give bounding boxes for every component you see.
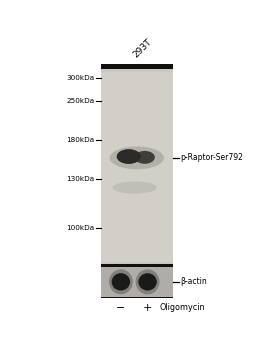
Ellipse shape <box>110 146 164 169</box>
Bar <box>100 265 173 267</box>
Ellipse shape <box>112 273 130 290</box>
Bar <box>100 297 173 298</box>
Text: Oligomycin: Oligomycin <box>160 303 205 313</box>
Bar <box>100 267 173 297</box>
Ellipse shape <box>113 181 157 194</box>
Text: 300kDa: 300kDa <box>67 75 95 82</box>
Text: β-actin: β-actin <box>180 277 207 286</box>
Ellipse shape <box>138 273 157 290</box>
Ellipse shape <box>136 270 160 294</box>
Text: p-Raptor-Ser792: p-Raptor-Ser792 <box>180 153 243 162</box>
Text: +: + <box>143 303 152 313</box>
Text: 180kDa: 180kDa <box>67 137 95 144</box>
Text: 100kDa: 100kDa <box>67 225 95 231</box>
Text: 250kDa: 250kDa <box>67 98 95 104</box>
Text: 130kDa: 130kDa <box>67 176 95 182</box>
Text: −: − <box>116 303 126 313</box>
Ellipse shape <box>135 151 155 164</box>
Ellipse shape <box>109 270 133 294</box>
Bar <box>100 72 173 262</box>
Ellipse shape <box>117 149 141 164</box>
Text: 293T: 293T <box>132 37 154 60</box>
Bar <box>100 264 173 266</box>
Bar <box>100 69 173 264</box>
Bar <box>100 64 173 69</box>
